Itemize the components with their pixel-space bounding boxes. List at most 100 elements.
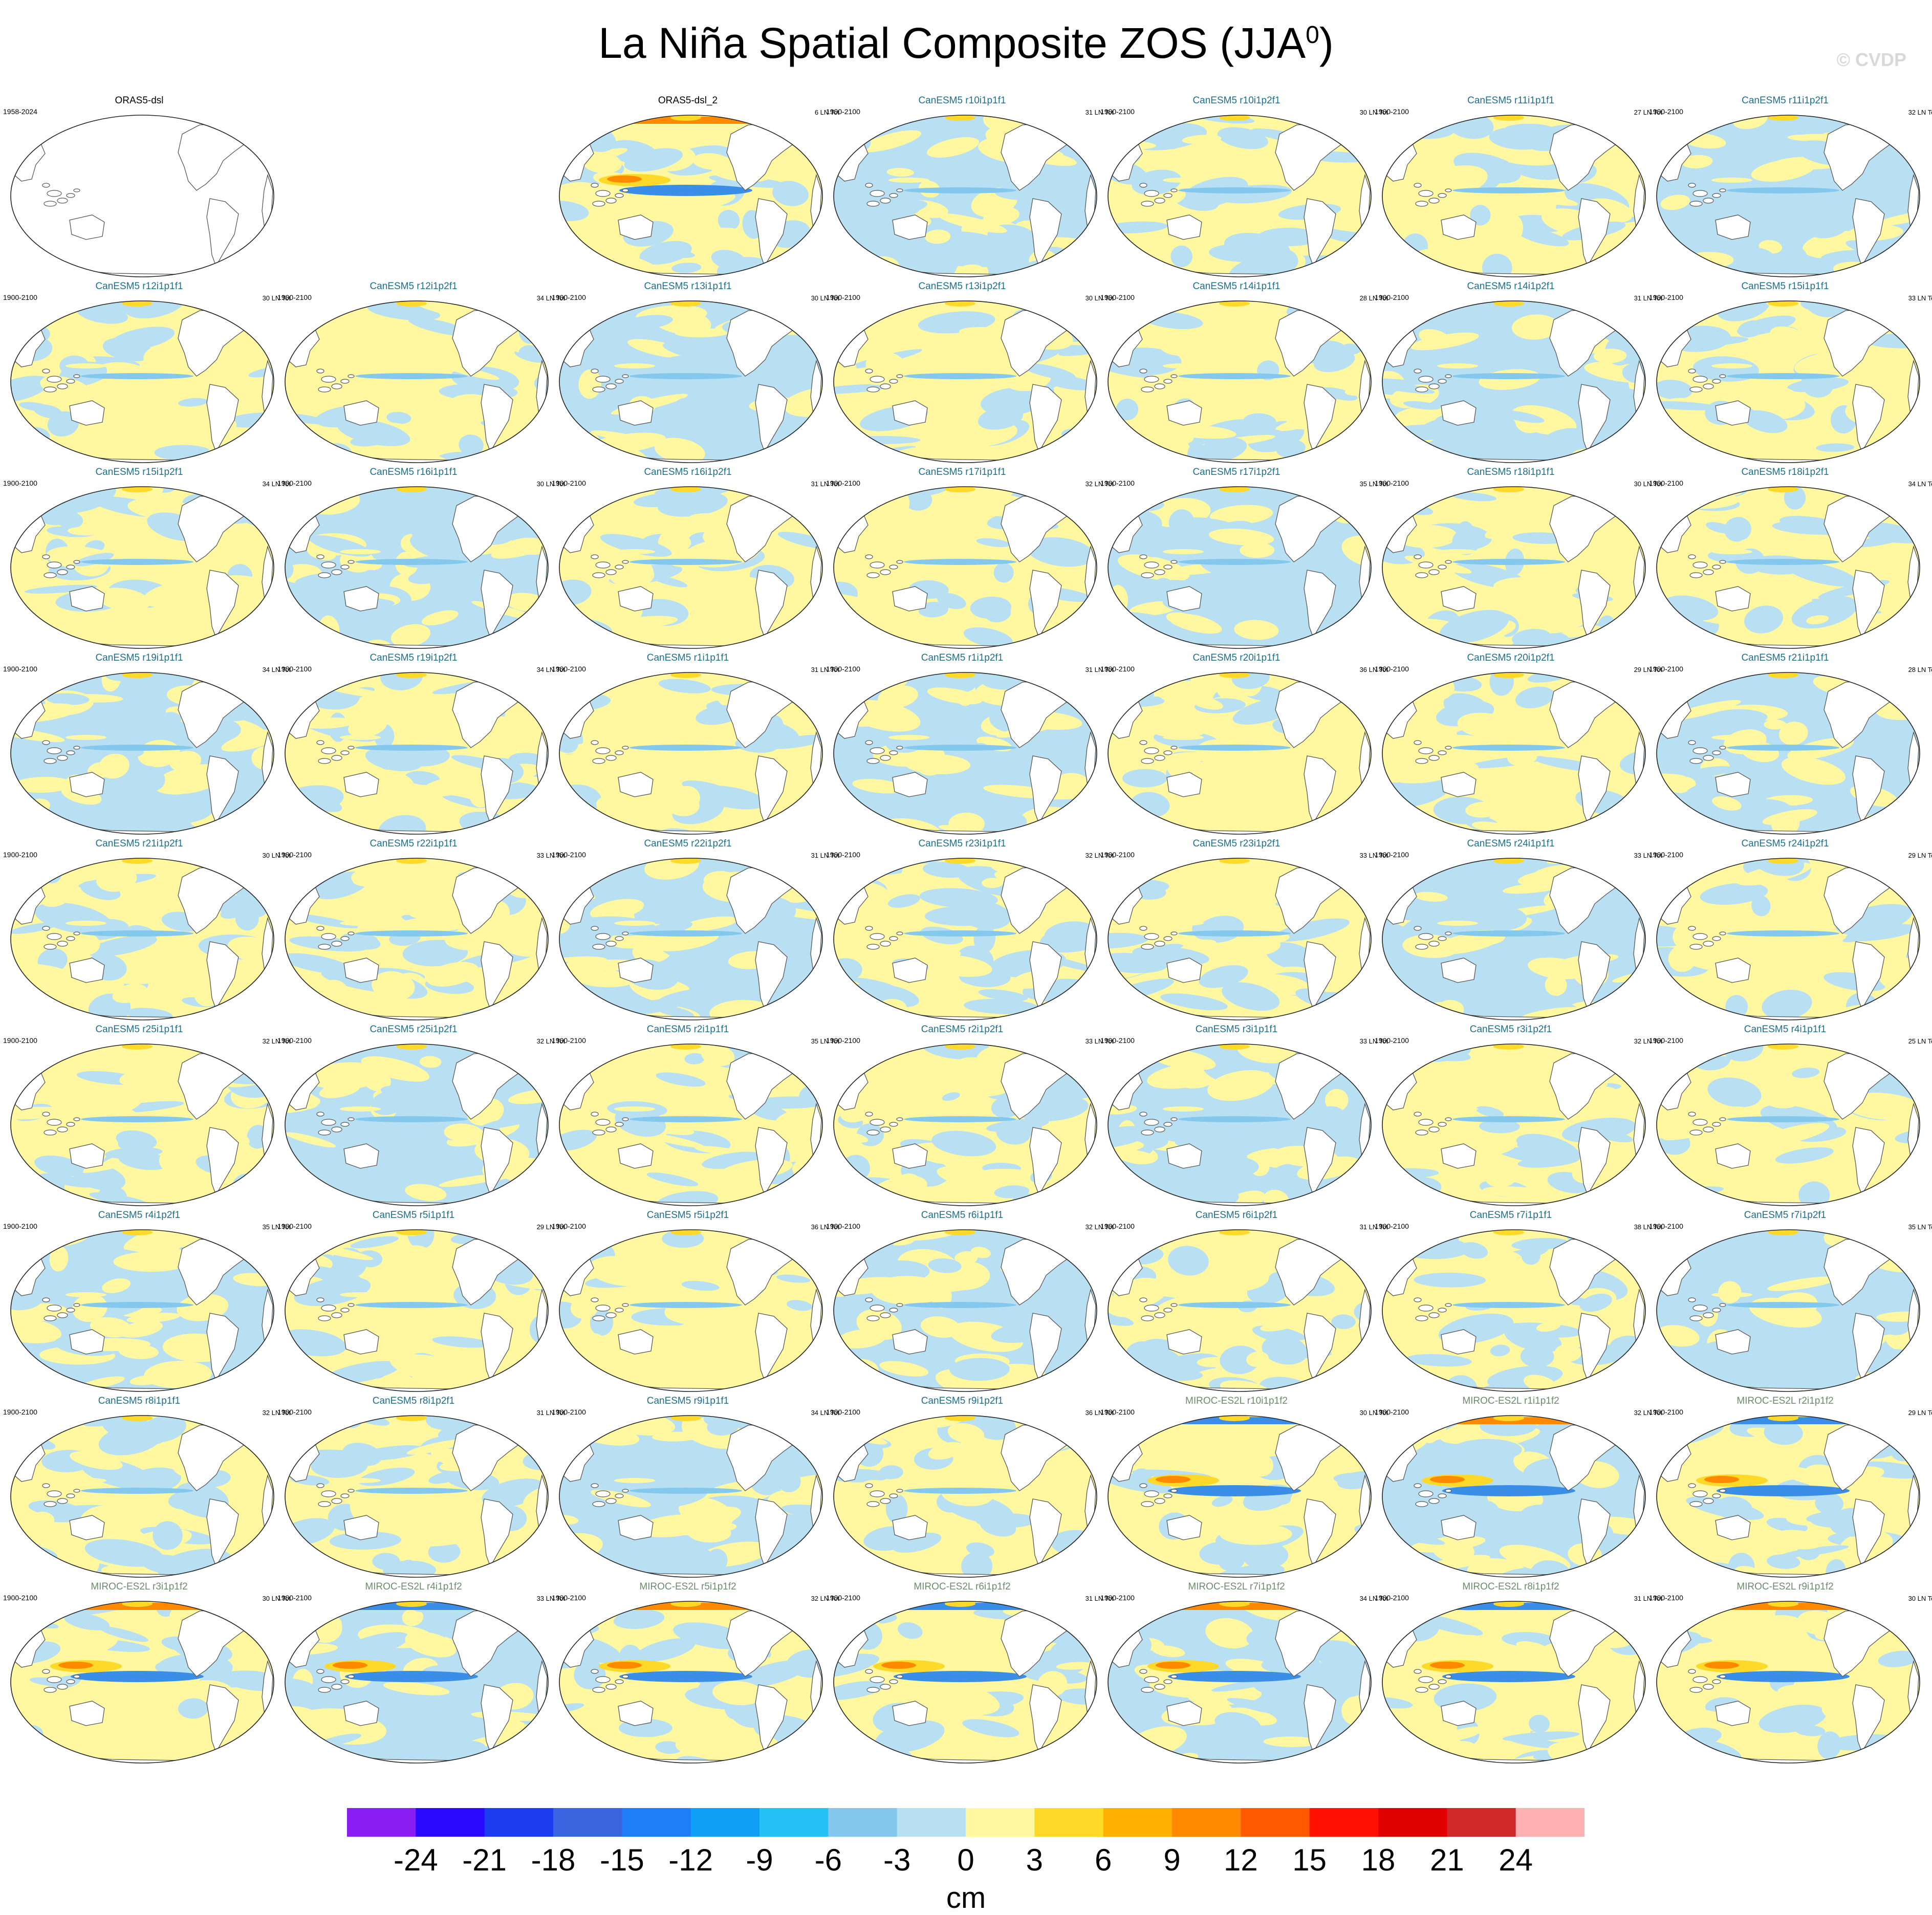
island-outline	[615, 1679, 624, 1684]
panel-years: 1900-2100	[1649, 1408, 1683, 1416]
island-outline	[331, 755, 342, 761]
map-border	[1108, 115, 1372, 277]
warm-pool	[66, 735, 106, 740]
cold-tongue	[1178, 187, 1291, 193]
panel-title: CanESM5 r23i1p2f1	[1192, 838, 1280, 849]
polar-anomaly	[396, 301, 427, 307]
panel-title: CanESM5 r9i1p1f1	[646, 1396, 729, 1406]
anomaly-patch	[1037, 1603, 1060, 1615]
anomaly-patch	[840, 1746, 868, 1763]
anomaly-patch	[845, 487, 875, 499]
island-outline	[1445, 1303, 1452, 1307]
panel-title: CanESM5 r14i1p2f1	[1467, 281, 1555, 292]
anomaly-patch	[246, 867, 274, 891]
anomaly-patch	[1246, 1351, 1269, 1367]
panel-title: CanESM5 r10i1p2f1	[1192, 95, 1280, 106]
map-border	[1656, 1229, 1920, 1392]
map-border	[10, 300, 274, 463]
map-panel: MIROC-ES2L r8i1p1f2 1900-2100 31 LN Tot	[1374, 1581, 1662, 1766]
cold-tongue	[1717, 1671, 1850, 1682]
anomaly-patch	[559, 1176, 592, 1187]
anomaly-patch	[1470, 1139, 1517, 1158]
global-map	[10, 1043, 274, 1206]
cold-tongue	[81, 373, 193, 379]
panel-years: 1900-2100	[1375, 107, 1409, 116]
anomaly-patch	[859, 712, 907, 729]
cold-tongue	[904, 373, 1016, 379]
anomaly-patch	[221, 729, 274, 752]
polar-anomaly	[1493, 115, 1524, 121]
landmass-outline	[1613, 304, 1637, 322]
island-outline	[318, 572, 331, 578]
anomaly-patch	[959, 901, 1011, 930]
landmass-outline	[1304, 384, 1336, 453]
anomaly-patch	[1382, 123, 1416, 136]
cold-tongue	[1178, 1302, 1291, 1308]
landmass-outline	[343, 1329, 379, 1355]
panel-event-count: 33 LN Tot	[1908, 294, 1932, 302]
anomaly-patch	[398, 1559, 419, 1577]
anomaly-patch	[105, 728, 143, 740]
map-panel: CanESM5 r11i1p1f1 1900-2100 27 LN Tot	[1374, 95, 1662, 279]
anomaly-patch	[1227, 1698, 1301, 1717]
anomaly-patch	[796, 865, 822, 882]
anomaly-patch	[982, 878, 1004, 888]
anomaly-patch	[180, 570, 204, 590]
anomaly-patch	[777, 1471, 801, 1493]
island-outline	[1154, 569, 1165, 575]
landmass-outline	[790, 118, 814, 137]
map-border	[833, 115, 1097, 277]
polar-anomaly	[122, 858, 153, 864]
map-panel: CanESM5 r19i1p1f1 1900-2100 34 LN Tot	[2, 652, 291, 837]
anomaly-patch	[1015, 487, 1061, 495]
anomaly-patch	[1712, 796, 1742, 811]
colorbar-segment	[966, 1808, 1035, 1837]
anomaly-patch	[445, 931, 490, 950]
anomaly-patch	[1244, 937, 1281, 955]
map-border	[833, 1043, 1097, 1206]
anomaly-patch	[74, 553, 114, 567]
anomaly-patch	[922, 1681, 1000, 1715]
anomaly-patch	[1724, 517, 1751, 542]
anomaly-patch	[1460, 1242, 1488, 1259]
cold-tongue	[1727, 1302, 1839, 1308]
anomaly-patch	[1266, 429, 1287, 443]
landmass-outline	[516, 861, 540, 880]
island-outline	[622, 746, 629, 750]
global-map	[1382, 300, 1646, 463]
panel-years: 1900-2100	[552, 1222, 586, 1230]
landmass-outline	[1029, 1684, 1062, 1753]
anomaly-patch	[1729, 1167, 1767, 1184]
anomaly-patch	[1132, 169, 1182, 195]
anomaly-patch	[363, 379, 402, 399]
island-outline	[1170, 1489, 1178, 1493]
anomaly-patch	[569, 117, 588, 135]
landmass-outline	[1715, 1329, 1751, 1355]
anomaly-patch	[11, 1055, 57, 1068]
anomaly-patch	[681, 1280, 720, 1291]
anomaly-patch	[126, 1313, 181, 1323]
anomaly-patch	[1262, 1335, 1308, 1365]
global-map	[1108, 1601, 1372, 1764]
panel-years: 1900-2100	[826, 665, 860, 673]
anomaly-patch	[215, 1230, 241, 1236]
landmass-outline	[1029, 941, 1062, 1010]
warm-pool	[1711, 735, 1752, 740]
anomaly-patch	[112, 984, 147, 1003]
anomaly-patch	[116, 1130, 157, 1150]
anomaly-patch	[214, 1459, 267, 1477]
island-outline	[592, 1687, 605, 1693]
landmass-outline	[206, 755, 239, 824]
island-outline	[595, 190, 611, 197]
anomaly-patch	[1907, 143, 1920, 160]
anomaly-patch	[876, 1260, 930, 1281]
island-outline	[880, 569, 891, 575]
panel-event-count: 35 LN Tot	[1359, 480, 1388, 488]
warm-pool	[614, 1106, 655, 1112]
anomaly-patch	[426, 1726, 459, 1739]
island-outline	[605, 1312, 617, 1318]
anomaly-patch	[1168, 1246, 1209, 1276]
island-outline	[870, 1490, 885, 1497]
anomaly-patch	[1817, 1731, 1841, 1759]
